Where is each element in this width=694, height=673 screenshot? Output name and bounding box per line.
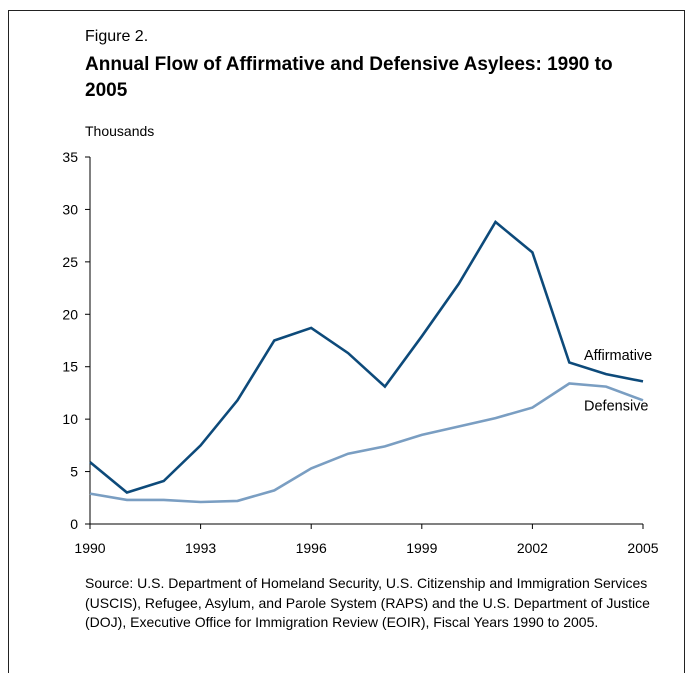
series-line-affirmative bbox=[89, 220, 644, 494]
y-tick-label: 5 bbox=[70, 464, 78, 480]
y-tick-label: 10 bbox=[62, 411, 78, 427]
x-tick-label: 1990 bbox=[74, 540, 105, 556]
series-label-defensive: Defensive bbox=[584, 399, 648, 415]
x-tick-label: 1999 bbox=[406, 540, 437, 556]
figure-frame-top bbox=[8, 10, 684, 11]
y-tick-label: 20 bbox=[62, 306, 78, 322]
figure-frame-left bbox=[8, 10, 9, 673]
y-tick-label: 25 bbox=[62, 254, 78, 270]
x-tick-label: 1996 bbox=[296, 540, 327, 556]
series-label-affirmative: Affirmative bbox=[584, 348, 652, 364]
source-note: Source: U.S. Department of Homeland Secu… bbox=[85, 575, 650, 630]
y-tick-label: 30 bbox=[62, 201, 78, 217]
figure-frame-right bbox=[684, 10, 685, 673]
series-labels: Affirmative Defensive bbox=[584, 348, 652, 415]
x-tick-label: 2002 bbox=[517, 540, 548, 556]
chart-axes: 0 5 10 15 20 25 30 35 1990 1993 1996 1999 2002 2005 bbox=[62, 149, 658, 556]
y-axis-units-label: Thousands bbox=[85, 123, 155, 139]
y-tick-label: 15 bbox=[62, 359, 78, 375]
x-tick-label: 2005 bbox=[627, 540, 658, 556]
y-tick-label: 0 bbox=[70, 516, 78, 532]
chart-title: Annual Flow of Affirmative and Defensive… bbox=[85, 54, 613, 101]
x-tick-label: 1993 bbox=[185, 540, 216, 556]
figure-label: Figure 2. bbox=[85, 28, 149, 45]
series-line-defensive bbox=[89, 382, 644, 504]
chart-series bbox=[89, 220, 644, 504]
y-tick-label: 35 bbox=[62, 149, 78, 165]
